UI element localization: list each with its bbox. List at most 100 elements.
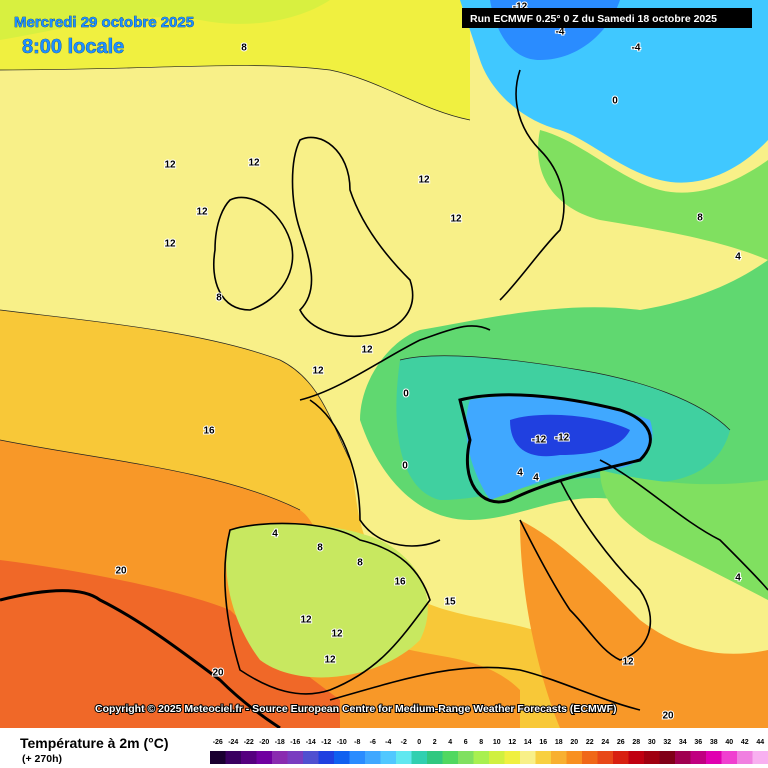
field-10 — [0, 0, 470, 120]
contour-label: 8 — [357, 558, 363, 569]
scale-swatch — [411, 751, 427, 764]
legend-lead-time: (+ 270h) — [22, 753, 62, 765]
scale-tick-label: -20 — [259, 739, 269, 746]
scale-swatch — [256, 751, 272, 764]
scale-tick-label: 6 — [464, 739, 468, 746]
scale-tick-label: -8 — [354, 739, 360, 746]
scale-tick-label: -22 — [244, 739, 254, 746]
scale-swatch — [489, 751, 505, 764]
scale-swatch — [613, 751, 629, 764]
contour-label: 4 — [533, 473, 539, 484]
scale-tick-label: -4 — [385, 739, 391, 746]
scale-tick-label: 10 — [493, 739, 501, 746]
contour-label: -12 — [532, 435, 547, 446]
map-time: 8:00 locale — [22, 36, 124, 58]
contour-label: 12 — [164, 239, 176, 250]
scale-tick-label: 38 — [710, 739, 718, 746]
scale-swatch — [690, 751, 706, 764]
scale-swatch — [659, 751, 675, 764]
scale-swatch — [675, 751, 691, 764]
spain-land — [226, 523, 428, 678]
scale-tick-label: 40 — [725, 739, 733, 746]
scale-tick-label: 0 — [417, 739, 421, 746]
scale-swatch — [287, 751, 303, 764]
contour-label: 12 — [300, 615, 312, 626]
field-minus12 — [510, 414, 630, 457]
scale-swatch — [380, 751, 396, 764]
scale-tick-label: 28 — [632, 739, 640, 746]
scale-tick-label: 18 — [555, 739, 563, 746]
scale-swatch — [752, 751, 768, 764]
contour-label: 4 — [272, 529, 278, 540]
contour-label: 12 — [622, 657, 634, 668]
scale-tick-label: 44 — [756, 739, 764, 746]
scale-tick-label: -26 — [213, 739, 223, 746]
scale-tick-label: 42 — [741, 739, 749, 746]
scale-swatch — [396, 751, 412, 764]
contour-label: 12 — [164, 160, 176, 171]
scale-swatch — [582, 751, 598, 764]
scale-swatch — [706, 751, 722, 764]
contour-label: -4 — [632, 43, 641, 54]
scale-tick-label: 8 — [479, 739, 483, 746]
temperature-field — [0, 0, 768, 728]
contour-label: 0 — [612, 96, 618, 107]
scale-swatch — [210, 751, 226, 764]
contour-label: 8 — [697, 213, 703, 224]
scale-swatch — [303, 751, 319, 764]
scale-swatch — [365, 751, 381, 764]
contour-label: 4 — [735, 573, 741, 584]
contour-label: -12 — [555, 433, 570, 444]
map-date: Mercredi 29 octobre 2025 — [14, 14, 194, 31]
contour-label: 4 — [517, 468, 523, 479]
scale-swatch — [349, 751, 365, 764]
scale-tick-label: -2 — [401, 739, 407, 746]
scale-tick-label: -14 — [306, 739, 316, 746]
contour-label: 8 — [241, 43, 247, 54]
scale-swatch — [473, 751, 489, 764]
scale-tick-label: 4 — [448, 739, 452, 746]
run-box — [462, 8, 752, 28]
scale-swatch — [566, 751, 582, 764]
scale-tick-label: 34 — [679, 739, 687, 746]
contour-label: 12 — [331, 629, 343, 640]
scale-tick-label: -18 — [275, 739, 285, 746]
scale-tick-label: 36 — [694, 739, 702, 746]
scale-tick-label: -10 — [337, 739, 347, 746]
contour-label: 8 — [317, 543, 323, 554]
contour-label: 12 — [248, 158, 260, 169]
scale-tick-label: 16 — [539, 739, 547, 746]
color-scale: -26 -24 -22 -20 -18 -16 -14 -12 -10 -8 -6 -4 -2 0 2 4 6 8… — [210, 739, 768, 764]
balkans — [600, 470, 768, 600]
scale-swatch — [644, 751, 660, 764]
contour-label: 16 — [394, 577, 406, 588]
scale-tick-label: 12 — [508, 739, 516, 746]
scale-swatch — [241, 751, 257, 764]
contour-label: 0 — [403, 389, 409, 400]
contour-label: 20 — [212, 668, 224, 679]
scale-swatch — [721, 751, 737, 764]
contour-label: 15 — [444, 597, 456, 608]
scale-tick-label: 2 — [433, 739, 437, 746]
scale-swatch — [318, 751, 334, 764]
scale-tick-label: 30 — [648, 739, 656, 746]
contour-label: 8 — [216, 293, 222, 304]
scale-swatch — [737, 751, 753, 764]
scale-swatch — [628, 751, 644, 764]
scale-swatch — [504, 751, 520, 764]
coastlines — [0, 69, 768, 730]
contour-label: 20 — [115, 566, 127, 577]
italy-warm — [520, 520, 768, 728]
contour-label: 12 — [324, 655, 336, 666]
contour-label: 12 — [361, 345, 373, 356]
scale-tick-label: -16 — [290, 739, 300, 746]
contour-label: 12 — [196, 207, 208, 218]
scale-swatch — [427, 751, 443, 764]
field-6 — [538, 130, 768, 260]
scale-tick-label: 26 — [617, 739, 625, 746]
scale-tick-label: -12 — [321, 739, 331, 746]
scale-swatch — [225, 751, 241, 764]
copyright: Copyright © 2025 Meteociel.fr - Source E… — [95, 703, 617, 715]
